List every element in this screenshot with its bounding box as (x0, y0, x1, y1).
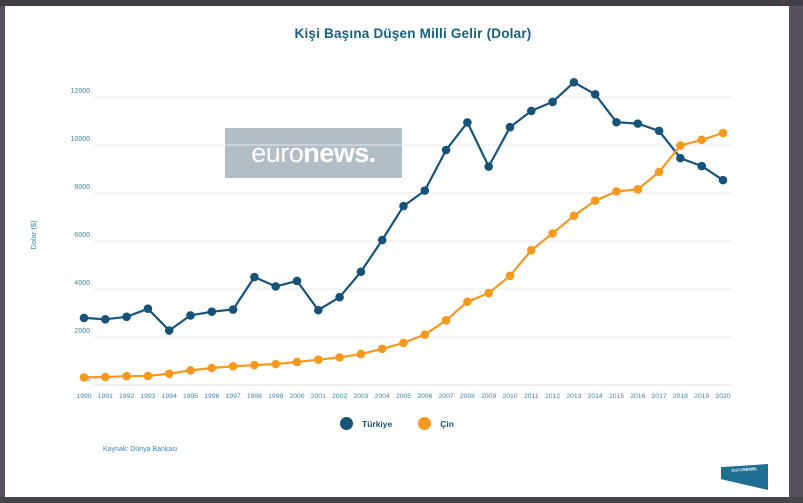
svg-text:2013: 2013 (566, 393, 581, 400)
svg-text:2008: 2008 (460, 393, 475, 400)
svg-text:2005: 2005 (396, 393, 411, 400)
svg-text:2014: 2014 (588, 393, 603, 400)
svg-text:2001: 2001 (311, 393, 326, 400)
svg-text:1993: 1993 (140, 393, 155, 400)
svg-text:1999: 1999 (268, 393, 283, 400)
svg-text:2000: 2000 (289, 393, 304, 400)
svg-text:2017: 2017 (652, 393, 667, 400)
svg-text:2007: 2007 (439, 393, 454, 400)
svg-text:2020: 2020 (715, 393, 730, 400)
window-frame-top (0, 0, 803, 6)
svg-text:2000: 2000 (74, 328, 90, 335)
svg-text:1996: 1996 (204, 393, 219, 400)
legend-dot-1 (418, 417, 432, 430)
svg-text:1995: 1995 (183, 393, 198, 400)
svg-text:2015: 2015 (609, 393, 624, 400)
svg-text:2012: 2012 (545, 393, 560, 400)
svg-text:Dolar ($): Dolar ($) (29, 220, 38, 250)
logo-euro-text: euro (731, 467, 743, 474)
svg-text:2002: 2002 (332, 393, 347, 400)
svg-text:6000: 6000 (74, 232, 90, 239)
chart-title: Kişi Başına Düşen Milli Gelir (Dolar) (294, 26, 532, 41)
svg-text:12000: 12000 (71, 88, 91, 95)
euronews-watermark: euro news. (225, 128, 402, 178)
legend-label-1: Çin (440, 418, 454, 429)
svg-text:2018: 2018 (673, 393, 688, 400)
euronews-logo-text: euronews. (721, 465, 768, 474)
watermark-news-text: news. (303, 137, 376, 168)
svg-text:2003: 2003 (353, 393, 368, 400)
legend-dot-0 (340, 417, 354, 430)
legend-item-0: Türkiye (340, 417, 392, 430)
svg-text:1998: 1998 (247, 393, 262, 400)
chart-card: Kişi Başına Düşen Milli Gelir (Dolar) eu… (5, 6, 789, 497)
svg-text:0: 0 (86, 376, 90, 383)
svg-text:8000: 8000 (74, 184, 90, 191)
svg-text:2004: 2004 (375, 393, 390, 400)
svg-text:1994: 1994 (162, 393, 177, 400)
svg-text:1992: 1992 (119, 393, 134, 400)
svg-text:1991: 1991 (98, 393, 113, 400)
logo-news-text: news. (742, 466, 758, 474)
svg-text:2009: 2009 (481, 393, 496, 400)
svg-text:2019: 2019 (694, 393, 709, 400)
svg-text:2011: 2011 (524, 393, 539, 400)
close-icon[interactable]: ✕ (779, 0, 787, 7)
window-frame-bottom (0, 497, 803, 503)
svg-text:1990: 1990 (76, 393, 91, 400)
chart-legend: Türkiye Çin (5, 417, 789, 430)
svg-text:2010: 2010 (502, 393, 517, 400)
svg-text:10000: 10000 (71, 136, 91, 143)
svg-text:2006: 2006 (417, 393, 432, 400)
source-note: Kaynak: Dünya Bankası (103, 446, 178, 453)
watermark-euro-text: euro (251, 137, 304, 168)
svg-text:2016: 2016 (630, 393, 645, 400)
legend-item-1: Çin (418, 417, 454, 430)
line-chart: 0 2000 4000 6000 8000 10000 12000 1990 1991 1992 1… (29, 77, 732, 400)
svg-text:1997: 1997 (226, 393, 241, 400)
svg-text:4000: 4000 (74, 280, 90, 287)
legend-label-0: Türkiye (362, 418, 393, 429)
